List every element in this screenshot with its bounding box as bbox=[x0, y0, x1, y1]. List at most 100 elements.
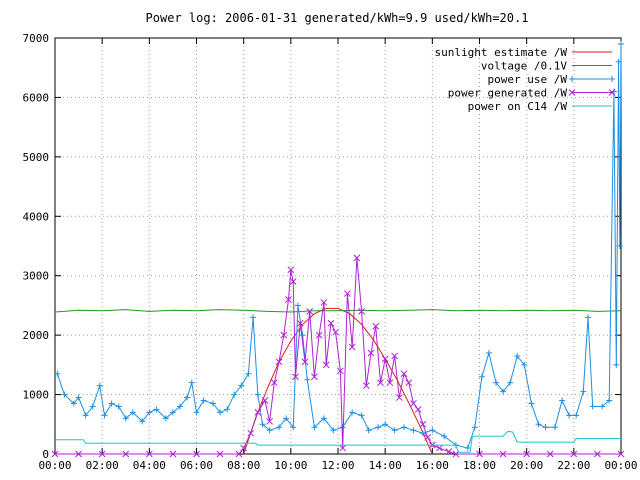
data-point bbox=[75, 394, 82, 401]
data-point bbox=[514, 352, 521, 359]
x-tick-label: 18:00 bbox=[463, 459, 496, 472]
grid-layer bbox=[55, 38, 621, 454]
data-point bbox=[61, 391, 68, 398]
data-point bbox=[54, 370, 61, 377]
x-tick-label: 10:00 bbox=[274, 459, 307, 472]
data-point bbox=[296, 319, 304, 327]
data-point bbox=[101, 412, 108, 419]
data-point bbox=[375, 424, 382, 431]
data-point bbox=[96, 382, 103, 389]
data-point bbox=[188, 379, 195, 386]
series-line bbox=[54, 309, 622, 313]
legend-marker bbox=[568, 89, 576, 96]
data-point bbox=[613, 361, 620, 368]
data-point bbox=[129, 409, 136, 416]
data-point bbox=[169, 450, 177, 458]
data-point bbox=[330, 427, 337, 434]
data-point bbox=[240, 444, 248, 452]
data-point bbox=[424, 434, 431, 441]
data-point bbox=[344, 290, 351, 297]
data-point bbox=[542, 424, 549, 431]
chart-title: Power log: 2006-01-31 generated/kWh=9.9 … bbox=[146, 11, 529, 25]
data-point bbox=[381, 355, 389, 363]
data-point bbox=[283, 415, 290, 422]
data-point bbox=[259, 421, 266, 428]
data-point bbox=[546, 450, 554, 458]
legend-marker bbox=[609, 76, 615, 82]
data-point bbox=[280, 331, 288, 339]
legend-label: power on C14 /W bbox=[468, 100, 568, 113]
legend-marker bbox=[569, 76, 575, 82]
data-point bbox=[153, 406, 160, 413]
data-point bbox=[337, 367, 344, 375]
data-point bbox=[289, 278, 297, 286]
data-point bbox=[471, 424, 478, 431]
data-point bbox=[146, 409, 153, 416]
data-point bbox=[414, 406, 422, 413]
data-point bbox=[315, 331, 323, 339]
data-point bbox=[594, 450, 601, 458]
legend-label: power use /W bbox=[488, 73, 568, 86]
data-point bbox=[322, 361, 330, 369]
data-point bbox=[386, 379, 394, 387]
data-point bbox=[358, 412, 365, 419]
x-tick-label: 04:00 bbox=[133, 459, 166, 472]
data-point bbox=[436, 444, 443, 452]
x-tick-label: 14:00 bbox=[369, 459, 402, 472]
x-tick-label: 22:00 bbox=[557, 459, 590, 472]
data-point bbox=[507, 379, 514, 386]
series-line bbox=[55, 430, 621, 453]
x-tick-label: 02:00 bbox=[86, 459, 119, 472]
data-point bbox=[616, 243, 623, 249]
data-point bbox=[559, 397, 566, 404]
data-point bbox=[362, 382, 370, 390]
data-point bbox=[169, 409, 176, 416]
data-point bbox=[275, 358, 283, 366]
data-point bbox=[224, 406, 231, 413]
data-point bbox=[405, 379, 413, 387]
data-point bbox=[254, 409, 262, 416]
data-point bbox=[145, 450, 153, 458]
series-layer bbox=[51, 40, 625, 458]
y-tick-label: 7000 bbox=[23, 32, 50, 45]
data-point bbox=[89, 403, 96, 410]
data-point bbox=[115, 403, 122, 410]
data-point bbox=[400, 370, 408, 378]
data-point bbox=[478, 373, 485, 380]
data-point bbox=[372, 322, 380, 330]
data-point bbox=[210, 400, 217, 407]
legend-label: voltage /0.1V bbox=[481, 60, 567, 73]
data-point bbox=[51, 450, 59, 458]
data-point bbox=[499, 450, 507, 458]
data-point bbox=[377, 379, 384, 387]
y-tick-label: 2000 bbox=[23, 329, 50, 342]
data-point bbox=[580, 388, 587, 395]
x-tick-label: 00:00 bbox=[38, 459, 71, 472]
data-point bbox=[332, 328, 339, 336]
series-5 bbox=[55, 430, 621, 453]
data-point bbox=[523, 450, 531, 458]
data-point bbox=[193, 450, 200, 458]
data-point bbox=[294, 302, 301, 309]
data-point bbox=[445, 448, 453, 455]
data-point bbox=[216, 450, 224, 458]
data-point bbox=[610, 88, 617, 95]
data-point bbox=[270, 379, 278, 387]
data-point bbox=[382, 421, 389, 428]
data-point bbox=[301, 358, 309, 366]
data-point bbox=[231, 391, 238, 398]
data-point bbox=[82, 412, 89, 419]
data-point bbox=[311, 424, 318, 431]
data-point bbox=[615, 58, 622, 65]
x-tick-label: 00:00 bbox=[604, 459, 637, 472]
data-point bbox=[349, 409, 356, 416]
data-point bbox=[535, 421, 542, 428]
x-tick-label: 08:00 bbox=[227, 459, 260, 472]
data-point bbox=[573, 412, 580, 419]
data-point bbox=[75, 450, 82, 458]
data-point bbox=[476, 450, 483, 458]
y-tick-label: 4000 bbox=[23, 210, 50, 223]
data-point bbox=[339, 424, 346, 431]
